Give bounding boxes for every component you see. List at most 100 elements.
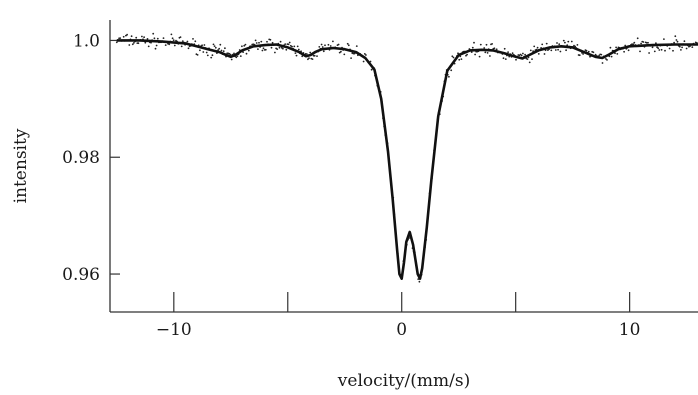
data-point <box>264 48 267 51</box>
data-point <box>655 42 657 45</box>
data-point <box>199 49 201 52</box>
data-point <box>154 47 157 50</box>
data-point <box>206 54 209 57</box>
data-point <box>554 49 557 51</box>
data-point <box>173 44 176 47</box>
data-point <box>311 58 314 60</box>
data-point <box>179 36 182 38</box>
data-point <box>202 51 205 53</box>
data-point <box>491 43 493 45</box>
data-point <box>448 75 450 78</box>
data-point <box>531 58 533 60</box>
data-point <box>294 52 297 54</box>
x-tick-label: −10 <box>156 320 192 340</box>
data-point <box>316 55 318 57</box>
data-point <box>418 280 421 283</box>
data-point <box>284 43 287 45</box>
data-point <box>322 50 325 53</box>
data-point <box>627 49 630 52</box>
data-point <box>309 51 312 54</box>
data-point <box>229 53 232 56</box>
data-point <box>594 53 597 56</box>
data-point <box>144 41 147 44</box>
data-point <box>327 43 330 46</box>
data-point <box>640 42 642 45</box>
data-point <box>543 53 546 55</box>
data-point <box>678 45 681 48</box>
data-point <box>598 54 600 57</box>
y-axis-title: intensity <box>11 128 31 203</box>
data-point <box>647 41 649 44</box>
data-point <box>466 53 468 56</box>
data-point <box>258 41 260 44</box>
data-point <box>478 55 481 58</box>
data-point <box>363 53 366 55</box>
data-point <box>230 58 233 61</box>
data-point <box>222 50 225 53</box>
data-point <box>520 54 523 57</box>
data-point <box>642 41 645 43</box>
data-point <box>489 55 491 57</box>
data-point <box>658 49 661 51</box>
data-point <box>347 44 350 47</box>
data-point <box>458 58 461 61</box>
data-point <box>653 50 656 53</box>
data-point <box>293 45 296 48</box>
data-point <box>137 42 140 45</box>
data-point <box>276 48 279 50</box>
data-point <box>301 55 304 58</box>
data-point <box>465 54 467 57</box>
data-point <box>450 69 453 72</box>
data-point <box>324 44 326 47</box>
data-point <box>592 51 595 54</box>
data-point <box>633 41 636 44</box>
data-point <box>632 43 635 46</box>
data-point <box>260 40 263 43</box>
data-point <box>616 53 619 55</box>
y-tick-label: 0.98 <box>62 148 100 168</box>
data-point <box>483 47 486 49</box>
data-point <box>164 44 167 46</box>
data-point <box>493 47 496 50</box>
data-point <box>600 53 603 56</box>
data-point <box>261 49 264 52</box>
data-point <box>135 36 138 39</box>
data-point <box>565 49 567 52</box>
data-point <box>269 38 272 41</box>
data-point <box>648 52 650 54</box>
data-point <box>270 46 273 49</box>
data-point <box>495 48 498 51</box>
data-point <box>479 43 482 46</box>
data-point <box>672 49 674 52</box>
data-point <box>529 49 532 52</box>
data-point <box>288 41 291 44</box>
data-point <box>343 53 346 56</box>
data-point <box>201 44 204 47</box>
data-point <box>287 43 290 46</box>
data-point <box>673 41 675 44</box>
data-point <box>295 54 298 57</box>
y-tick-label: 1.0 <box>73 31 100 51</box>
data-point <box>291 45 293 48</box>
x-tick-label: 10 <box>619 320 641 340</box>
x-tick-label: 0 <box>396 320 407 340</box>
y-ticks: 1.0 0.98 0.96 <box>62 31 120 285</box>
data-point <box>567 40 570 43</box>
data-point <box>211 54 214 57</box>
data-point <box>340 50 342 53</box>
data-point <box>350 57 352 59</box>
data-point <box>205 51 208 54</box>
data-point <box>610 55 613 58</box>
data-point <box>152 32 155 35</box>
data-point <box>236 55 239 57</box>
data-point <box>691 46 694 48</box>
data-point <box>141 35 143 38</box>
data-point <box>541 43 544 46</box>
data-point <box>459 55 462 58</box>
axes <box>109 20 698 313</box>
data-point <box>320 43 323 46</box>
data-point <box>484 51 487 54</box>
data-point <box>615 46 617 49</box>
data-point <box>156 37 159 40</box>
data-point <box>278 46 281 49</box>
